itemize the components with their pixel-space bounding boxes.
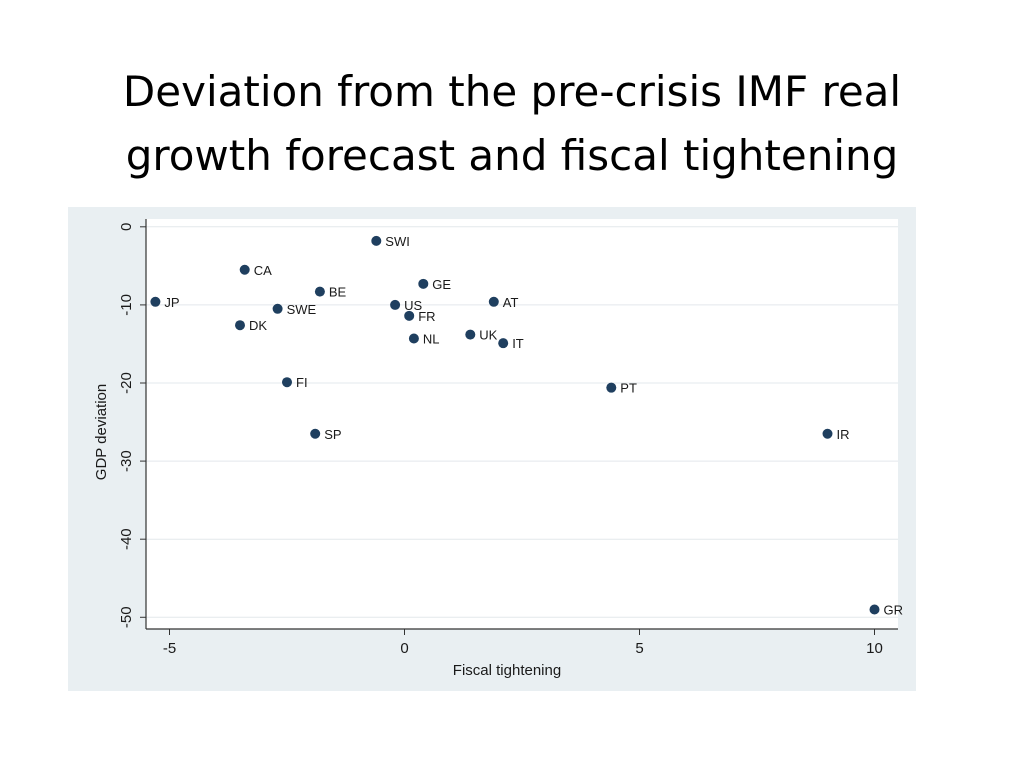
data-point-swe	[272, 303, 283, 314]
data-point-fr	[404, 310, 415, 321]
point-label-ca: CA	[254, 263, 272, 278]
x-tick-label: 0	[400, 640, 408, 657]
point-label-fi: FI	[296, 375, 308, 390]
data-point-sp	[310, 428, 321, 439]
data-point-it	[498, 338, 509, 349]
y-tick-label: 0	[118, 223, 135, 231]
data-point-jp	[150, 296, 161, 307]
chart-panel: 0 -10 -20 -30 -40 -50 -5 0 5 10 SWI CA GE BE JP AT US SW…	[68, 207, 916, 691]
point-label-sp: SP	[324, 427, 341, 442]
slide-title-line-2: growth forecast and fiscal tightening	[125, 131, 899, 181]
axes	[140, 219, 898, 635]
data-point-ca	[239, 264, 250, 275]
point-label-gr: GR	[884, 602, 904, 617]
y-tick-label: -50	[118, 606, 135, 628]
slide-title-line-1: Deviation from the pre-crisis IMF real	[122, 67, 902, 117]
data-points: SWI CA GE BE JP AT US SWE FR DK UK NL IT FI PT SP IR GR	[150, 234, 904, 617]
x-tick-label: 10	[866, 640, 883, 657]
data-point-ge	[418, 278, 429, 289]
slide-title: Deviation from the pre-crisis IMF real g…	[40, 60, 984, 188]
data-point-us	[390, 299, 401, 310]
point-label-swi: SWI	[385, 234, 410, 249]
point-label-be: BE	[329, 285, 347, 300]
y-tick-label: -20	[118, 372, 135, 394]
point-label-pt: PT	[620, 381, 637, 396]
data-point-dk	[235, 320, 245, 331]
gridlines	[146, 226, 898, 618]
x-tick-label: 5	[635, 640, 643, 657]
point-label-ge: GE	[432, 277, 451, 292]
y-tick-label: -10	[118, 294, 135, 316]
data-point-swi	[371, 235, 382, 246]
point-label-us: US	[404, 298, 422, 313]
y-axis-label: GDP deviation	[93, 384, 110, 480]
point-label-fr: FR	[418, 309, 435, 324]
point-label-it: IT	[512, 336, 524, 351]
data-point-at	[488, 296, 499, 307]
data-point-fi	[282, 377, 292, 388]
data-point-pt	[606, 382, 617, 393]
data-point-ir	[822, 428, 833, 439]
y-tick-label: -40	[118, 528, 135, 550]
data-point-uk	[465, 329, 476, 340]
point-label-dk: DK	[249, 318, 267, 333]
y-tick-label: -30	[118, 450, 135, 472]
point-label-ir: IR	[837, 427, 850, 442]
x-axis-label: Fiscal tightening	[453, 662, 561, 679]
data-point-gr	[869, 604, 880, 615]
point-label-at: AT	[503, 295, 519, 310]
point-label-nl: NL	[423, 331, 440, 346]
data-point-be	[314, 286, 325, 297]
x-tick-label: -5	[163, 640, 176, 657]
point-label-uk: UK	[479, 328, 497, 343]
point-label-swe: SWE	[287, 302, 317, 317]
point-label-jp: JP	[164, 295, 179, 310]
data-point-nl	[408, 333, 419, 344]
plot-area	[146, 219, 898, 629]
tick-labels: 0-10-20-30-40-50-5 0 5 10	[118, 223, 883, 657]
